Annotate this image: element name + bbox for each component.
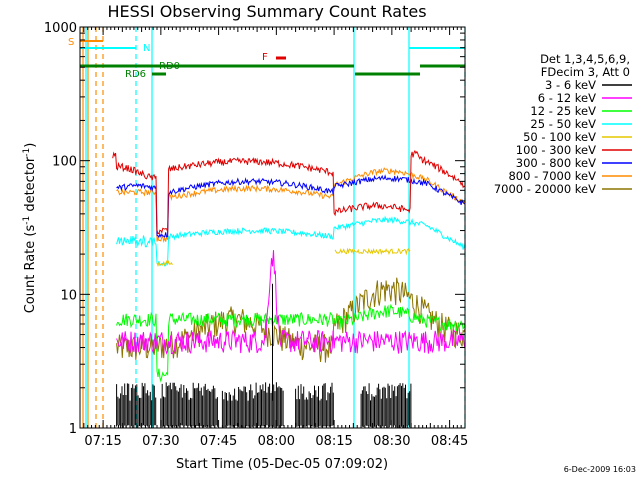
series-line [116,283,412,428]
y-tick-label: 10 [60,288,77,303]
y-tick-label: 100 [52,155,77,170]
plot-area: S N F RD0 RD6 [68,27,466,428]
series-line [116,303,466,383]
legend-entry-label: 12 - 25 keV [530,104,596,118]
legend-entry-label: 800 - 7000 keV [508,169,596,183]
y-tick-label: 1000 [44,21,77,36]
legend-header-line: Det 1,3,4,5,6,9, [540,52,630,66]
legend-entry-label: 100 - 300 keV [516,143,596,157]
series-line [156,247,411,267]
legend-entry-label: 7000 - 20000 keV [494,182,596,196]
timestamp: 6-Dec-2009 16:03 [564,465,636,474]
rd0-flag-label: RD0 [159,61,180,72]
x-tick-label: 07:30 [142,434,179,449]
series-line [116,174,466,239]
y-axis-title: Count Rate (s-1 detector-1) [22,143,38,314]
x-tick-label: 08:45 [431,434,468,449]
legend-entry-label: 300 - 800 keV [516,156,596,170]
night-flag-label: N [143,43,150,54]
saa-flag-label: S [68,37,74,48]
rd6-flag-label: RD6 [125,69,146,80]
axis-ticks: 07:15 07:30 07:45 08:00 08:15 08:30 08:45 1 10 10… [44,21,468,449]
flare-flag-label: F [262,52,268,63]
series-line [116,215,466,267]
legend-header-line: FDecim 3, Att 0 [541,65,630,79]
series-line [116,250,466,355]
chart-title: HESSI Observing Summary Count Rates [107,2,426,21]
legend: Det 1,3,4,5,6,9,FDecim 3, Att 03 - 6 keV… [494,52,632,196]
x-axis-title: Start Time (05-Dec-05 07:09:02) [176,457,388,472]
legend-entry-label: 25 - 50 keV [530,117,596,131]
legend-entry-label: 6 - 12 keV [538,91,596,105]
x-tick-label: 07:15 [84,434,121,449]
y-tick-label: 1 [69,422,77,437]
legend-entry-label: 50 - 100 keV [523,130,596,144]
series-line [112,149,466,235]
legend-entry-label: 3 - 6 keV [545,78,596,92]
x-tick-label: 07:45 [200,434,237,449]
x-tick-label: 08:15 [315,434,352,449]
x-tick-label: 08:30 [373,434,410,449]
series-line [116,167,466,244]
x-tick-label: 08:00 [258,434,295,449]
